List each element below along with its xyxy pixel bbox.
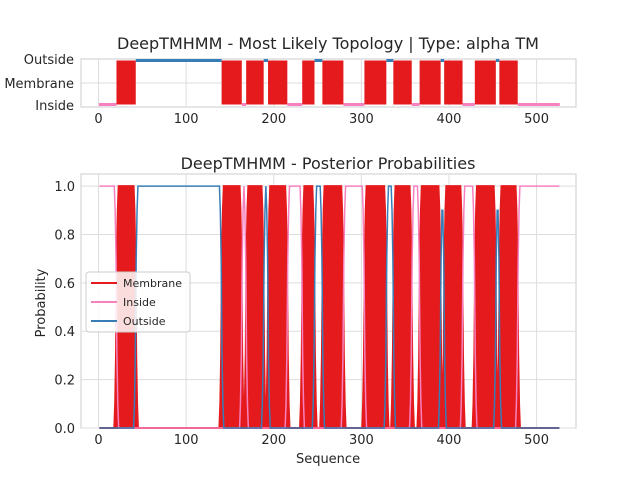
legend: Membrane Inside Outside [85, 271, 191, 333]
topology-membrane-segment [364, 60, 387, 105]
topology-membrane-segment [116, 60, 136, 105]
topology-membrane-segment [474, 60, 496, 105]
topology-membrane-segment [268, 60, 288, 105]
topology-panel: DeepTMHMM - Most Likely Topology | Type:… [4, 34, 577, 127]
topology-x-tick-label: 500 [524, 112, 549, 127]
topology-lines [98, 59, 560, 106]
topology-membrane-segment [246, 60, 264, 105]
topology-membrane-segment [499, 60, 518, 105]
legend-label-inside: Inside [123, 296, 156, 309]
legend-label-membrane: Membrane [123, 277, 182, 290]
topology-x-tick-label: 300 [349, 112, 374, 127]
posterior-y-tick-label: 0.0 [54, 422, 75, 437]
topology-membrane-segment [419, 60, 441, 105]
posterior-y-tick-label: 0.6 [54, 277, 75, 292]
topology-membrane-segment [322, 60, 344, 105]
posterior-y-ticks: 0.0 0.2 0.4 0.6 0.8 1.0 [54, 180, 75, 437]
topology-membrane-bars [116, 60, 518, 105]
topology-x-tick-label: 100 [174, 112, 199, 127]
legend-label-outside: Outside [123, 315, 166, 328]
posterior-y-axis-label: Probability [34, 268, 49, 337]
topology-membrane-segment [444, 60, 463, 105]
posterior-x-tick-label: 300 [349, 433, 374, 448]
series-outside-line [99, 185, 560, 429]
topology-membrane-segment [221, 60, 242, 105]
posterior-lines [99, 185, 560, 429]
posterior-x-ticks: 0 100 200 300 400 500 [94, 433, 549, 448]
posterior-x-tick-label: 200 [261, 433, 286, 448]
posterior-y-tick-label: 1.0 [54, 180, 75, 195]
posterior-x-axis-label: Sequence [296, 452, 360, 467]
posterior-x-tick-label: 400 [437, 433, 462, 448]
topology-x-tick-label: 400 [437, 112, 462, 127]
topology-ylevel-inside: Inside [35, 99, 74, 114]
posterior-panel: DeepTMHMM - Posterior Probabilities 0.00… [34, 154, 577, 467]
topology-membrane-segment [302, 60, 315, 105]
topology-ylevel-outside: Outside [24, 53, 74, 68]
topology-x-ticks: 0 100 200 300 400 500 [94, 112, 549, 127]
topology-title: DeepTMHMM - Most Likely Topology | Type:… [117, 34, 539, 53]
topology-y-ticks: Outside Membrane Inside [4, 53, 74, 114]
posterior-y-tick-label: 0.4 [54, 325, 75, 340]
posterior-x-tick-label: 0 [94, 433, 102, 448]
posterior-y-tick-label: 0.8 [54, 228, 75, 243]
posterior-title: DeepTMHMM - Posterior Probabilities [181, 154, 476, 173]
topology-x-tick-label: 0 [94, 112, 102, 127]
topology-x-tick-label: 200 [261, 112, 286, 127]
topology-membrane-segment [393, 60, 412, 105]
legend-box [85, 271, 191, 333]
posterior-y-tick-label: 0.2 [54, 374, 75, 389]
posterior-x-tick-label: 500 [524, 433, 549, 448]
posterior-x-tick-label: 100 [174, 433, 199, 448]
topology-ylevel-membrane: Membrane [4, 77, 74, 92]
